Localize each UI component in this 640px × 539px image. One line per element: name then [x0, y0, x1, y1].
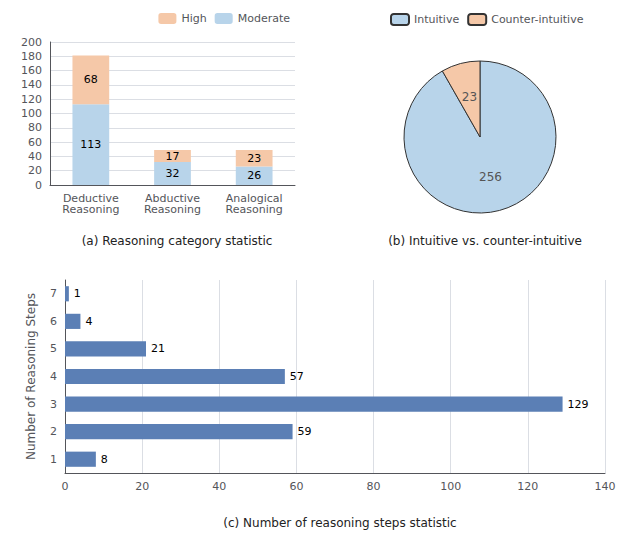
svg-text:Reasoning: Reasoning [62, 203, 119, 216]
svg-text:40: 40 [212, 480, 226, 493]
svg-text:20: 20 [135, 480, 149, 493]
svg-text:Counter-intuitive: Counter-intuitive [491, 13, 583, 26]
svg-text:7: 7 [50, 287, 57, 300]
svg-text:100: 100 [440, 480, 461, 493]
svg-text:4: 4 [85, 315, 92, 328]
svg-text:0: 0 [62, 480, 69, 493]
svg-text:129: 129 [568, 398, 589, 411]
svg-text:180: 180 [21, 50, 42, 63]
svg-text:21: 21 [151, 342, 165, 355]
svg-text:(b) Intuitive vs. counter-intu: (b) Intuitive vs. counter-intuitive [388, 234, 582, 248]
svg-text:5: 5 [50, 342, 57, 355]
svg-text:100: 100 [21, 107, 42, 120]
svg-text:32: 32 [166, 167, 180, 180]
svg-text:0: 0 [35, 179, 42, 192]
svg-text:Deductive: Deductive [62, 192, 119, 205]
svg-text:59: 59 [298, 425, 312, 438]
svg-text:256: 256 [479, 170, 502, 184]
svg-text:80: 80 [28, 121, 42, 134]
svg-text:120: 120 [517, 480, 538, 493]
svg-text:Moderate: Moderate [238, 12, 291, 25]
svg-text:Intuitive: Intuitive [414, 13, 459, 26]
svg-text:40: 40 [28, 150, 42, 163]
svg-text:23: 23 [247, 152, 261, 165]
svg-text:26: 26 [247, 169, 261, 182]
svg-text:140: 140 [595, 480, 616, 493]
svg-text:Reasoning: Reasoning [144, 203, 201, 216]
svg-text:8: 8 [101, 453, 108, 466]
svg-text:120: 120 [21, 93, 42, 106]
svg-text:57: 57 [290, 370, 304, 383]
svg-text:4: 4 [50, 370, 57, 383]
svg-text:140: 140 [21, 78, 42, 91]
svg-text:Abductive: Abductive [144, 192, 201, 205]
svg-text:Analogical: Analogical [225, 192, 283, 205]
svg-text:160: 160 [21, 64, 42, 77]
svg-text:60: 60 [28, 136, 42, 149]
svg-text:Number of Reasoning Steps: Number of Reasoning Steps [24, 293, 38, 460]
svg-text:68: 68 [84, 73, 98, 86]
svg-text:17: 17 [166, 150, 180, 163]
svg-text:2: 2 [50, 425, 57, 438]
svg-text:Reasoning: Reasoning [226, 203, 283, 216]
svg-text:20: 20 [28, 164, 42, 177]
svg-text:High: High [181, 12, 206, 25]
svg-text:23: 23 [462, 90, 477, 104]
svg-text:1: 1 [50, 453, 57, 466]
svg-text:80: 80 [367, 480, 381, 493]
svg-text:(a) Reasoning category statist: (a) Reasoning category statistic [82, 234, 273, 248]
svg-text:113: 113 [80, 138, 101, 151]
svg-text:6: 6 [50, 315, 57, 328]
svg-text:60: 60 [289, 480, 303, 493]
svg-text:(c) Number of reasoning steps: (c) Number of reasoning steps statistic [223, 516, 456, 530]
svg-text:200: 200 [21, 36, 42, 49]
svg-text:1: 1 [74, 287, 81, 300]
svg-text:3: 3 [50, 398, 57, 411]
